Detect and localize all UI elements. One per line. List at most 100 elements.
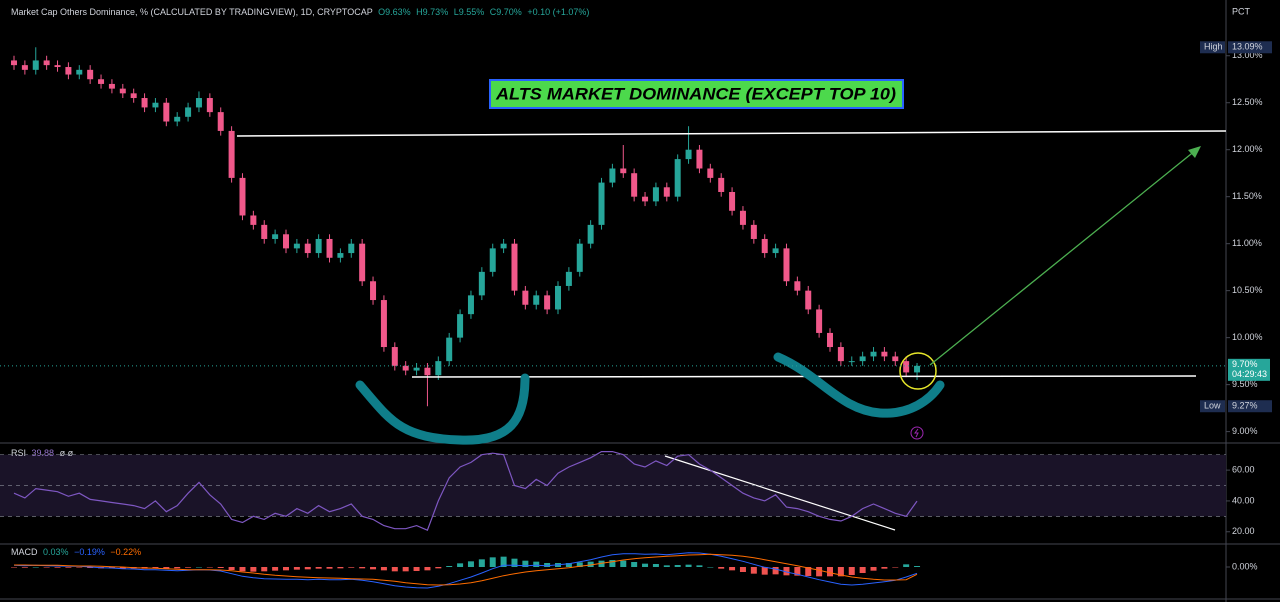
macd-histogram-bar [391, 567, 398, 572]
candle-body [283, 234, 289, 249]
macd-histogram-bar [380, 567, 387, 571]
macd-histogram-bar [87, 567, 94, 568]
y-tick-label: 40.00 [1232, 495, 1255, 505]
macd-histogram-bar [293, 567, 300, 570]
macd-histogram-bar [370, 567, 377, 570]
macd-histogram-bar [54, 567, 61, 568]
candle-body [511, 243, 518, 291]
marker-name: Low [1204, 401, 1221, 411]
candle-body [620, 168, 627, 174]
macd-histogram-bar [32, 567, 39, 568]
macd-histogram-bar [609, 560, 616, 567]
macd-histogram-bar [250, 567, 257, 572]
candle-body [130, 93, 137, 99]
candle-body [54, 65, 61, 68]
candle-body [21, 65, 28, 70]
macd-histogram-bar [903, 564, 910, 567]
macd-histogram-bar [283, 567, 289, 571]
macd-histogram-bar [620, 560, 627, 567]
macd-histogram-bar [424, 567, 431, 571]
candle-body [380, 300, 387, 348]
candle-body [631, 173, 638, 197]
macd-histogram-bar [859, 567, 866, 573]
annotation: ALTS MARKET DOMINANCE (EXCEPT TOP 10) [495, 84, 896, 103]
macd-histogram-bar [772, 567, 779, 575]
arrow-head [1188, 146, 1201, 158]
candle-body [272, 234, 279, 239]
cup-curve [773, 352, 945, 418]
cup-curve [355, 373, 530, 445]
candle-body [772, 248, 779, 254]
candle-body [685, 149, 692, 160]
macd-histogram-bar [152, 567, 159, 569]
macd-histogram-bar [467, 561, 474, 567]
rsi-extra: ø ø [60, 448, 74, 458]
macd-histogram-bar [446, 566, 453, 567]
high-value: H9.73% [416, 7, 448, 17]
candle-body [119, 88, 126, 94]
macd-histogram-bar [174, 567, 181, 569]
y-tick-label: 9.50% [1232, 379, 1258, 389]
macd-histogram-bar [489, 557, 496, 567]
macd-histogram-bar [837, 567, 844, 577]
macd-header: MACD 0.03% −0.19% −0.22% [11, 547, 141, 557]
candle-body [76, 69, 83, 75]
macd-histogram-bar [587, 561, 594, 567]
candle-body [174, 116, 181, 122]
annotation-box [489, 79, 904, 109]
candle-body [805, 290, 812, 310]
candle-body [141, 98, 148, 108]
macd-histogram-bar [914, 566, 921, 567]
macd-histogram-bar [195, 567, 202, 568]
y-tick-label: 0.00% [1232, 561, 1258, 571]
candle-body [718, 177, 725, 192]
macd-histogram-bar [783, 567, 790, 576]
target-arrow [929, 149, 1197, 366]
macd-histogram-bar [663, 565, 670, 567]
candle-body [565, 271, 572, 286]
candle-body [87, 69, 94, 80]
event-icon [914, 428, 919, 438]
y-tick-label: 60.00 [1232, 464, 1255, 474]
candle-body [478, 271, 485, 296]
candle-body [544, 295, 551, 310]
signal-value: −0.22% [110, 547, 141, 557]
macd-histogram-bar [827, 567, 833, 577]
candle-body [152, 102, 159, 108]
candle-body [446, 337, 453, 362]
macd-histogram-bar [544, 563, 551, 567]
candle-body [185, 107, 192, 117]
rsi-trendline [664, 455, 896, 531]
candle-body [250, 215, 257, 225]
candle-body [489, 248, 496, 272]
candle-body [903, 361, 910, 373]
macd-histogram-bar [870, 567, 877, 571]
macd-histogram-bar [718, 567, 725, 569]
macd-histogram-bar [674, 565, 681, 567]
marker-tag [1200, 41, 1225, 54]
macd-histogram-bar [359, 567, 366, 569]
candle-body [435, 361, 442, 376]
candle-body [413, 367, 420, 371]
candle-body [663, 187, 670, 197]
macd-histogram-bar [522, 560, 529, 567]
candle-body [652, 187, 659, 202]
macd-histogram-bar [326, 567, 333, 569]
macd-histogram-bar [185, 567, 192, 568]
macd-histogram-bar [163, 567, 170, 569]
candle-body [11, 60, 17, 66]
candle-body [424, 367, 431, 376]
rsi-header: RSI 39.88 ø ø [11, 448, 74, 458]
candle-body [892, 356, 899, 362]
candle-body [598, 182, 605, 225]
y-tick-label: 12.00% [1232, 144, 1263, 154]
macd-histogram-bar [533, 561, 540, 567]
macd-histogram-bar [707, 567, 714, 568]
macd-histogram-bar [11, 567, 17, 568]
title: Market Cap Others Dominance, % (CALCULAT… [11, 7, 373, 17]
macd-histogram-bar [642, 563, 649, 567]
open-value: O9.63% [378, 7, 411, 17]
last-price-tag [1228, 358, 1270, 381]
candle-body [739, 210, 746, 225]
candle-body [674, 159, 681, 197]
